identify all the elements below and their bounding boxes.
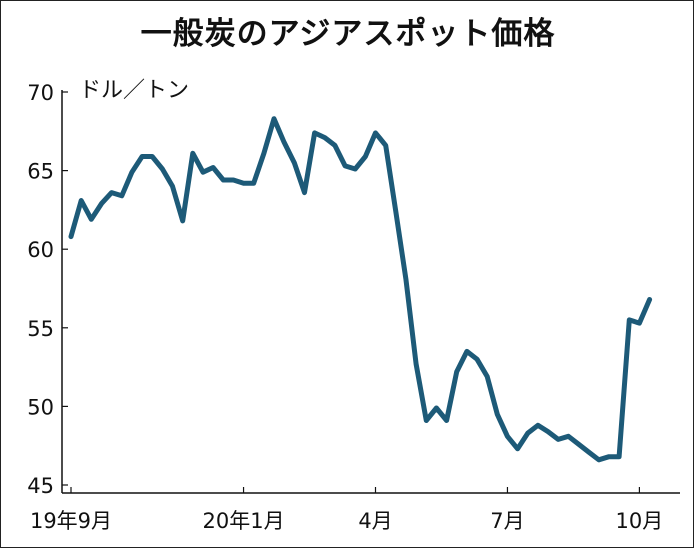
data-point (374, 131, 377, 135)
data-point (445, 419, 449, 423)
y-axis-unit-label: ドル／トン (79, 78, 189, 103)
data-point (566, 434, 570, 438)
data-point (353, 167, 357, 171)
data-point (434, 406, 438, 410)
data-point (597, 458, 601, 462)
data-point (495, 412, 499, 416)
data-point (323, 136, 327, 140)
y-tick-label: 50 (27, 395, 54, 419)
data-point (171, 184, 174, 188)
data-point (577, 442, 580, 446)
data-point (201, 170, 205, 174)
data-point (485, 375, 489, 379)
x-tick-labels: 19年9月 20年1月 4月 7月 10月 (30, 509, 663, 533)
x-tick-label: 19年9月 (30, 509, 112, 533)
data-point (404, 277, 408, 281)
data-point (69, 235, 73, 239)
data-point (140, 154, 144, 158)
data-point (242, 181, 246, 185)
data-point (424, 419, 428, 423)
data-point (343, 164, 347, 168)
axes (61, 90, 680, 494)
data-point (617, 455, 621, 459)
series-group (68, 116, 653, 463)
data-point (587, 450, 591, 454)
data-point (414, 362, 418, 366)
x-tick-label: 20年1月 (203, 509, 285, 533)
data-point (526, 431, 530, 435)
data-point (89, 217, 93, 221)
data-point (211, 165, 215, 169)
data-point (637, 321, 641, 325)
y-tick-label: 70 (27, 81, 54, 105)
data-point (384, 143, 388, 147)
data-point (455, 370, 459, 374)
data-point (302, 191, 306, 195)
chart-title: 一般炭のアジアスポット価格 (140, 16, 556, 52)
y-tick-label: 60 (27, 238, 54, 262)
y-tick-label: 45 (27, 474, 54, 498)
data-point (191, 151, 195, 155)
data-point (181, 219, 185, 223)
y-tick-labels: 45 50 55 60 65 70 (27, 81, 54, 498)
data-point (363, 154, 367, 158)
data-point (272, 117, 276, 121)
data-point (150, 154, 154, 158)
y-tick-label: 55 (27, 317, 54, 341)
data-point (394, 209, 398, 213)
data-point (79, 198, 83, 202)
data-point (130, 170, 134, 174)
data-point (160, 167, 164, 171)
data-point (292, 161, 296, 165)
data-point (110, 191, 114, 195)
price-series-line (68, 116, 653, 463)
data-point (536, 423, 540, 427)
data-point (120, 194, 124, 198)
data-point (607, 455, 611, 459)
x-tick-label: 7月 (490, 509, 524, 533)
y-tick-label: 65 (27, 160, 54, 184)
data-point (262, 151, 266, 155)
data-point (505, 434, 509, 438)
data-point (556, 437, 560, 441)
data-point (252, 181, 256, 185)
data-point (231, 178, 235, 182)
data-point (648, 298, 652, 302)
data-point (546, 430, 550, 434)
data-point (221, 178, 225, 182)
data-point (282, 140, 286, 144)
data-point (516, 447, 520, 451)
x-tick-label: 10月 (616, 509, 664, 533)
data-point (333, 143, 337, 147)
data-point (465, 349, 469, 353)
data-point (475, 357, 479, 361)
data-point (627, 318, 631, 322)
x-tick-label: 4月 (358, 509, 392, 533)
data-point (99, 202, 103, 206)
data-point (313, 131, 317, 135)
